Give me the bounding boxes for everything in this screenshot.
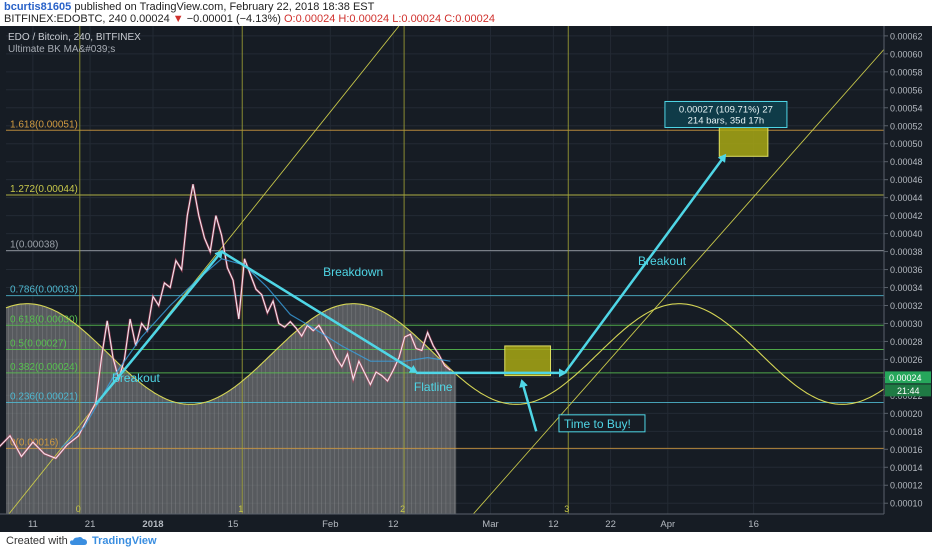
fan-line <box>8 25 400 515</box>
y-tick-label: 0.00038 <box>890 247 923 257</box>
y-tick-label: 0.00056 <box>890 85 923 95</box>
created-with-label: Created with <box>6 535 68 547</box>
y-tick-label: 0.00042 <box>890 211 923 221</box>
cycle-marker-label: 1 <box>238 504 243 514</box>
y-tick-label: 0.00040 <box>890 229 923 239</box>
y-tick-label: 0.00028 <box>890 337 923 347</box>
fib-level-label: 1.618(0.00051) <box>10 119 78 130</box>
x-tick-label: 11 <box>28 519 38 530</box>
footer: Created with TradingView <box>0 532 932 550</box>
fib-level-label: 0.786(0.00033) <box>10 285 78 296</box>
y-tick-label: 0.00026 <box>890 355 923 365</box>
tradingview-brand-link[interactable]: TradingView <box>92 535 157 547</box>
price-tag-label: 0.00024 <box>889 373 922 383</box>
x-tick-label: Feb <box>322 519 338 530</box>
fan-line <box>472 49 885 515</box>
y-tick-label: 0.00030 <box>890 319 923 329</box>
fib-level-label: 0.236(0.00021) <box>10 392 78 403</box>
measure-label-line1: 0.00027 (109.71%) 27 <box>679 104 773 115</box>
measure-label-box <box>664 100 788 128</box>
time-to-buy-label: Time to Buy! <box>564 417 631 431</box>
publication-header: bcurtis81605 published on TradingView.co… <box>0 0 932 26</box>
ohlc-values: O:0.00024 H:0.00024 L:0.00024 C:0.00024 <box>283 13 495 25</box>
annotation-label: Breakout <box>638 254 687 268</box>
fib-level-label: 1(0.00038) <box>10 240 58 251</box>
tradingview-cloud-icon <box>70 537 87 545</box>
time-tag-label: 21:44 <box>897 386 920 396</box>
measure-label-line2: 214 bars, 35d 17h <box>688 115 765 126</box>
cycle-marker-label: 0 <box>76 504 81 514</box>
y-tick-label: 0.00048 <box>890 157 923 167</box>
time-to-buy-box <box>558 414 646 433</box>
time-tag <box>885 384 931 397</box>
annotation-label: Flatline <box>414 380 453 394</box>
trend-arrow <box>220 250 418 374</box>
publication-line: bcurtis81605 published on TradingView.co… <box>4 1 374 13</box>
y-tick-label: 0.00034 <box>890 283 923 293</box>
y-tick-label: 0.00058 <box>890 67 923 77</box>
trend-arrow <box>519 379 538 432</box>
y-tick-label: 0.00052 <box>890 121 923 131</box>
y-tick-label: 0.00054 <box>890 103 923 113</box>
y-tick-label: 0.00010 <box>890 499 923 509</box>
volume-profile-area <box>6 303 457 514</box>
y-tick-label: 0.00020 <box>890 409 923 419</box>
y-tick-label: 0.00036 <box>890 265 923 275</box>
legend-indicator: Ultimate BK MA&#039;s <box>8 44 115 55</box>
trend-arrow <box>563 153 727 374</box>
chart-area[interactable]: 1.618(0.00051) 1.272(0.00044) 1(0.00038) 0.… <box>0 25 932 532</box>
fib-level-label: 0.618(0.00030) <box>10 314 78 325</box>
y-tick-label: 0.00046 <box>890 175 923 185</box>
symbol-quote-line: BITFINEX:EDOBTC, 240 0.00024 ▼ −0.00001 … <box>4 13 495 25</box>
y-tick-label: 0.00044 <box>890 193 923 203</box>
moving-average-line <box>61 258 451 448</box>
target-box <box>718 125 769 157</box>
cycle-marker-label: 3 <box>564 504 569 514</box>
price-chart[interactable]: 1.618(0.00051) 1.272(0.00044) 1(0.00038) 0.… <box>0 25 932 532</box>
price-tag <box>885 371 931 384</box>
fib-level-label: 1.272(0.00044) <box>10 184 78 195</box>
x-tick-label: 2018 <box>142 519 163 530</box>
x-tick-label: 12 <box>548 519 559 530</box>
x-axis-panel <box>0 514 932 532</box>
x-tick-label: 15 <box>228 519 239 530</box>
trend-arrow <box>94 250 223 406</box>
x-tick-label: 21 <box>85 519 96 530</box>
x-tick-label: 12 <box>388 519 399 530</box>
symbol-label: BITFINEX:EDOBTC, 240 <box>4 13 127 25</box>
y-tick-label: 0.00014 <box>890 463 923 473</box>
y-tick-label: 0.00060 <box>890 49 923 59</box>
y-tick-label: 0.00012 <box>890 481 923 491</box>
x-tick-label: Mar <box>482 519 498 530</box>
y-axis-panel <box>884 26 932 532</box>
price-line <box>0 184 451 459</box>
annotation-label: Breakdown <box>323 265 383 279</box>
y-tick-label: 0.00032 <box>890 301 923 311</box>
price-change: −0.00001 (−4.13%) <box>186 13 281 25</box>
x-tick-label: 22 <box>605 519 616 530</box>
author-link[interactable]: bcurtis81605 <box>4 1 72 13</box>
fib-level-label: 0.5(0.00027) <box>10 339 67 350</box>
y-tick-label: 0.00016 <box>890 445 923 455</box>
last-price: 0.00024 <box>129 13 170 25</box>
down-triangle-icon: ▼ <box>172 13 184 25</box>
y-tick-label: 0.00050 <box>890 139 923 149</box>
annotation-label: Breakout <box>112 371 161 385</box>
y-tick-label: 0.00062 <box>890 31 923 41</box>
legend-title: EDO / Bitcoin, 240, BITFINEX <box>8 32 141 43</box>
x-tick-label: 16 <box>748 519 759 530</box>
cycle-marker-label: 2 <box>400 504 405 514</box>
x-tick-label: Apr <box>660 519 675 530</box>
target-box <box>504 345 552 377</box>
fib-level-label: 0.382(0.00024) <box>10 362 78 373</box>
y-tick-label: 0.00018 <box>890 427 923 437</box>
published-text: published on TradingView.com, February 2… <box>74 1 375 13</box>
